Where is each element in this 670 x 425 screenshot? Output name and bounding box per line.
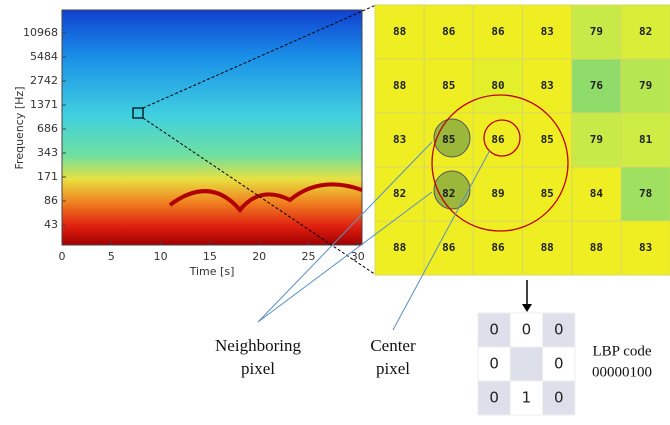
arrowhead <box>522 304 532 312</box>
x-tick-label: 20 <box>252 250 266 263</box>
pixel-value: 82 <box>442 187 455 200</box>
y-tick-label: 10968 <box>23 26 58 39</box>
lbp-bit: 0 <box>554 321 564 339</box>
pixel-value: 86 <box>442 25 456 38</box>
lbp-bit: 0 <box>489 389 499 407</box>
pixel-value: 80 <box>491 79 504 92</box>
y-tick-label: 686 <box>37 122 58 135</box>
pixel-value: 83 <box>541 79 554 92</box>
label: LBP code <box>592 343 651 359</box>
lbp-bit: 0 <box>554 355 564 373</box>
x-tick-label: 25 <box>302 250 316 263</box>
pixel-value: 83 <box>393 133 406 146</box>
pixel-value: 78 <box>639 187 652 200</box>
pixel-value: 88 <box>393 79 406 92</box>
pixel-value: 86 <box>442 241 456 254</box>
pixel-grid: 88 86 86 83 79 82 88 85 80 83 76 79 83 85 86 85 79 81 82 82… <box>375 5 670 275</box>
pixel-value: 82 <box>393 187 406 200</box>
x-tick-label: 10 <box>154 250 168 263</box>
pixel-value: 86 <box>491 25 505 38</box>
label: Center <box>370 336 416 355</box>
lbp-bit: 0 <box>522 321 532 339</box>
lbp-bit: 0 <box>554 389 564 407</box>
y-axis-label: Frequency [Hz] <box>13 87 26 170</box>
y-tick-label: 1371 <box>30 98 58 111</box>
pixel-value: 84 <box>590 187 604 200</box>
pixel-value: 81 <box>639 133 653 146</box>
y-tick-label: 86 <box>44 194 58 207</box>
label: 00000100 <box>592 364 652 380</box>
x-tick-label: 5 <box>108 250 115 263</box>
pixel-value: 85 <box>541 187 554 200</box>
y-tick-label: 171 <box>37 170 58 183</box>
y-tick-label: 343 <box>37 146 58 159</box>
pixel-value: 88 <box>541 241 554 254</box>
x-tick-label: 30 <box>351 250 365 263</box>
pixel-value: 88 <box>393 25 406 38</box>
label: pixel <box>241 359 275 378</box>
pixel-value: 88 <box>590 241 603 254</box>
pixel-value: 85 <box>442 79 455 92</box>
pixel-value: 83 <box>541 25 554 38</box>
x-tick-label: 0 <box>59 250 66 263</box>
y-tick-label: 2742 <box>30 74 58 87</box>
pixel-value: 83 <box>639 241 652 254</box>
y-tick-label: 5484 <box>30 50 58 63</box>
pixel-value: 79 <box>639 79 652 92</box>
lbp-bit: 1 <box>522 389 532 407</box>
lbp-cell <box>510 347 542 381</box>
label: pixel <box>376 359 410 378</box>
x-axis-label: Time [s] <box>189 265 235 278</box>
diagram: Frequency [Hz] Time [s] 88 86 86 83 79 82 88 85… <box>0 0 670 421</box>
pixel-value: 85 <box>442 133 455 146</box>
pixel-value: 85 <box>541 133 554 146</box>
pixel-value: 89 <box>491 187 504 200</box>
pixel-value: 79 <box>590 25 603 38</box>
x-tick-label: 15 <box>203 250 217 263</box>
pixel-value: 76 <box>590 79 604 92</box>
pixel-value: 88 <box>393 241 406 254</box>
y-tick-label: 43 <box>44 218 58 231</box>
spectrogram <box>62 10 362 245</box>
lbp-bit: 0 <box>489 321 499 339</box>
pixel-value: 82 <box>639 25 652 38</box>
label: Neighboring <box>215 336 301 355</box>
pixel-value: 79 <box>590 133 603 146</box>
pixel-value: 86 <box>491 133 505 146</box>
lbp-bit: 0 <box>489 355 499 373</box>
pixel-value: 86 <box>491 241 505 254</box>
